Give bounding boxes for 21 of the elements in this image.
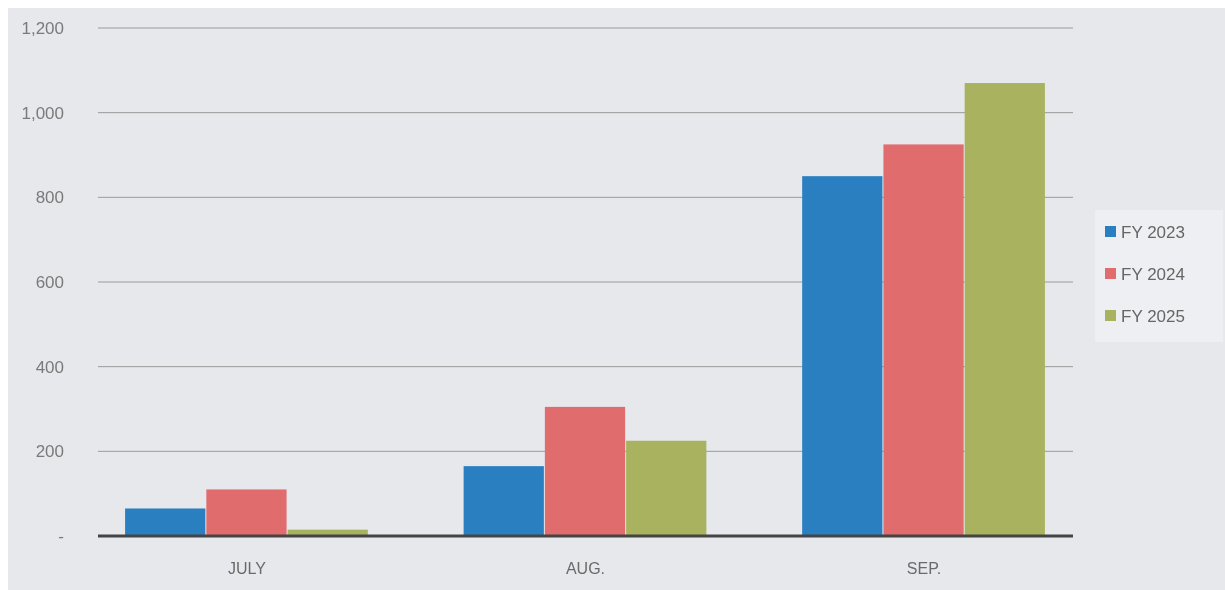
x-tick-label: JULY [227,560,267,577]
legend-label: FY 2024 [1121,264,1185,284]
y-tick-label: 600 [35,272,64,292]
legend-label: FY 2025 [1121,306,1185,326]
bar [964,83,1045,536]
bar [802,176,883,536]
x-tick-label: AUG. [565,560,606,577]
y-tick-label: 200 [35,442,64,462]
legend-label: FY 2023 [1121,222,1185,242]
bar [125,508,206,536]
bar [883,144,964,536]
y-tick-label: 800 [35,188,64,208]
y-tick-label: - [58,526,64,546]
bar [463,466,544,536]
bar [544,406,626,536]
bar [626,440,707,536]
bar [206,489,287,536]
y-tick-label: 1,000 [21,103,64,123]
y-tick-label: 1,200 [21,18,64,38]
x-tick-label: SEP. [906,560,942,577]
y-tick-label: 400 [35,357,64,377]
